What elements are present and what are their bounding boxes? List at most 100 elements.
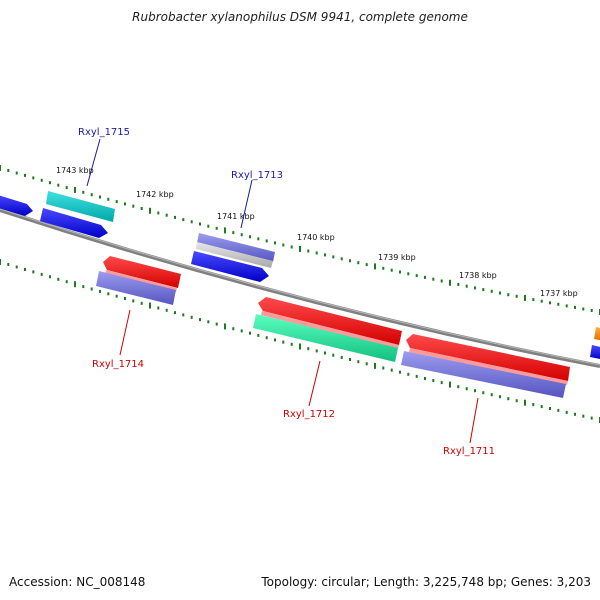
- lower-scale-tick: [365, 362, 368, 366]
- gene-forward-blue-edge[interactable]: [590, 345, 600, 360]
- leader-rxyl-1714: [119, 309, 131, 356]
- lower-scale-tick: [232, 327, 235, 331]
- upper-scale-tick: [507, 293, 510, 297]
- upper-scale-tick: [7, 169, 10, 172]
- gene-label-rxyl-1715[interactable]: Rxyl_1715: [78, 127, 130, 138]
- lower-scale-tick: [157, 306, 160, 310]
- upper-scale-tick: [207, 224, 210, 228]
- lower-scale-tick: [224, 323, 226, 330]
- lower-scale-tick: [449, 381, 451, 388]
- lower-scale-ticks: [0, 259, 600, 423]
- lower-scale-tick: [90, 287, 93, 291]
- upper-scale-tick: [274, 241, 276, 245]
- lower-scale-tick: [182, 313, 185, 317]
- upper-scale-tick: [374, 263, 376, 270]
- gene-rxyl-1711-red[interactable]: [406, 334, 570, 381]
- upper-scale-tick: [449, 279, 451, 286]
- upper-scale-tick: [15, 171, 18, 175]
- forward-genes: [0, 191, 600, 360]
- lower-scale-tick: [257, 333, 260, 337]
- scale-label-1741: 1741 kbp: [217, 212, 255, 221]
- gene-rxyl-1713[interactable]: [197, 233, 275, 262]
- gene-label-rxyl-1713[interactable]: Rxyl_1713: [231, 170, 283, 181]
- lower-scale-tick: [390, 368, 393, 372]
- lower-scale-tick: [190, 315, 193, 319]
- lower-scale-tick: [482, 391, 485, 395]
- upper-scale-tick: [499, 291, 501, 295]
- upper-scale-tick: [424, 275, 426, 279]
- gene-rxyl-1714[interactable]: [103, 256, 181, 288]
- lower-scale-tick: [207, 320, 210, 324]
- upper-scale-tick: [174, 215, 176, 219]
- lower-scale-tick: [432, 379, 435, 382]
- upper-scale-tick: [565, 304, 568, 308]
- upper-scale-tick: [549, 301, 551, 305]
- upper-scale-tick: [482, 288, 485, 292]
- upper-scale-tick: [307, 249, 310, 253]
- gene-forward-orange-edge[interactable]: [594, 327, 600, 341]
- lower-scale-tick: [357, 360, 360, 364]
- lower-scale-tick: [249, 331, 251, 335]
- upper-scale-tick: [515, 294, 518, 298]
- lower-scale-tick: [174, 311, 176, 315]
- lower-scale-tick: [215, 322, 218, 326]
- gene-label-rxyl-1712[interactable]: Rxyl_1712: [283, 409, 335, 420]
- leader-rxyl-1715: [86, 138, 101, 187]
- lower-scale-tick: [540, 405, 543, 409]
- upper-scale-tick: [332, 255, 335, 259]
- upper-scale-tick: [182, 218, 185, 222]
- upper-scale-tick: [574, 305, 576, 309]
- gene-label-rxyl-1711[interactable]: Rxyl_1711: [443, 446, 495, 457]
- gene-forward-blue-1[interactable]: [40, 208, 108, 238]
- gene-rxyl-1713-shade: [196, 242, 273, 268]
- upper-scale-tick: [457, 283, 460, 286]
- gene-forward-left-edge[interactable]: [0, 194, 33, 216]
- lower-scale-tick: [282, 340, 285, 344]
- upper-scale-tick: [32, 176, 35, 180]
- lower-scale-tick: [57, 277, 60, 281]
- upper-scale-tick: [249, 235, 251, 239]
- gene-reverse-purple-1[interactable]: [96, 271, 176, 305]
- lower-scale-tick: [399, 370, 401, 374]
- gene-forward-blue-2[interactable]: [191, 251, 269, 282]
- lower-scale-tick: [107, 292, 110, 296]
- reverse-genes: [96, 256, 570, 398]
- upper-scale-tick: [474, 286, 476, 290]
- lower-scale-tick: [457, 385, 460, 389]
- upper-scale-tick: [165, 213, 168, 217]
- upper-scale-tick: [532, 298, 535, 302]
- lower-scale-tick: [149, 302, 151, 309]
- upper-scale-tick: [24, 173, 26, 177]
- gene-rxyl-1712-red[interactable]: [258, 297, 402, 345]
- upper-scale-tick: [299, 246, 301, 252]
- upper-scale-tick: [40, 178, 43, 182]
- lower-scale-tick: [415, 374, 418, 378]
- gene-rxyl-1711[interactable]: [401, 351, 566, 398]
- upper-scale-tick: [399, 270, 401, 274]
- upper-scale-tick: [257, 237, 260, 241]
- lower-scale-tick: [74, 281, 76, 288]
- lower-scale-tick: [140, 301, 143, 305]
- genome-summary: Topology: circular; Length: 3,225,748 bp…: [261, 575, 591, 589]
- upper-scale-tick: [357, 261, 360, 265]
- accession-label: Accession: NC_008148: [9, 575, 146, 589]
- lower-scale-tick: [532, 403, 535, 407]
- gene-rxyl-1712[interactable]: [253, 314, 398, 362]
- lower-scale-tick: [7, 263, 10, 266]
- scale-label-1738: 1738 kbp: [459, 271, 497, 280]
- upper-scale-tick: [157, 211, 160, 215]
- gene-rxyl-1715[interactable]: [46, 191, 115, 222]
- scale-label-1743: 1743 kbp: [56, 166, 94, 175]
- upper-scale-tick: [107, 197, 110, 201]
- upper-scale-tick: [74, 186, 76, 193]
- upper-scale-tick: [49, 181, 51, 185]
- leader-rxyl-1711: [469, 397, 479, 444]
- lower-scale-tick: [557, 408, 560, 412]
- lower-scale-tick: [15, 265, 18, 269]
- gene-label-rxyl-1714[interactable]: Rxyl_1714: [92, 359, 144, 370]
- lower-scale-tick: [99, 289, 101, 293]
- upper-scale-tick: [315, 251, 318, 255]
- lower-scale-tick: [132, 299, 135, 303]
- upper-scale-tick: [0, 165, 1, 171]
